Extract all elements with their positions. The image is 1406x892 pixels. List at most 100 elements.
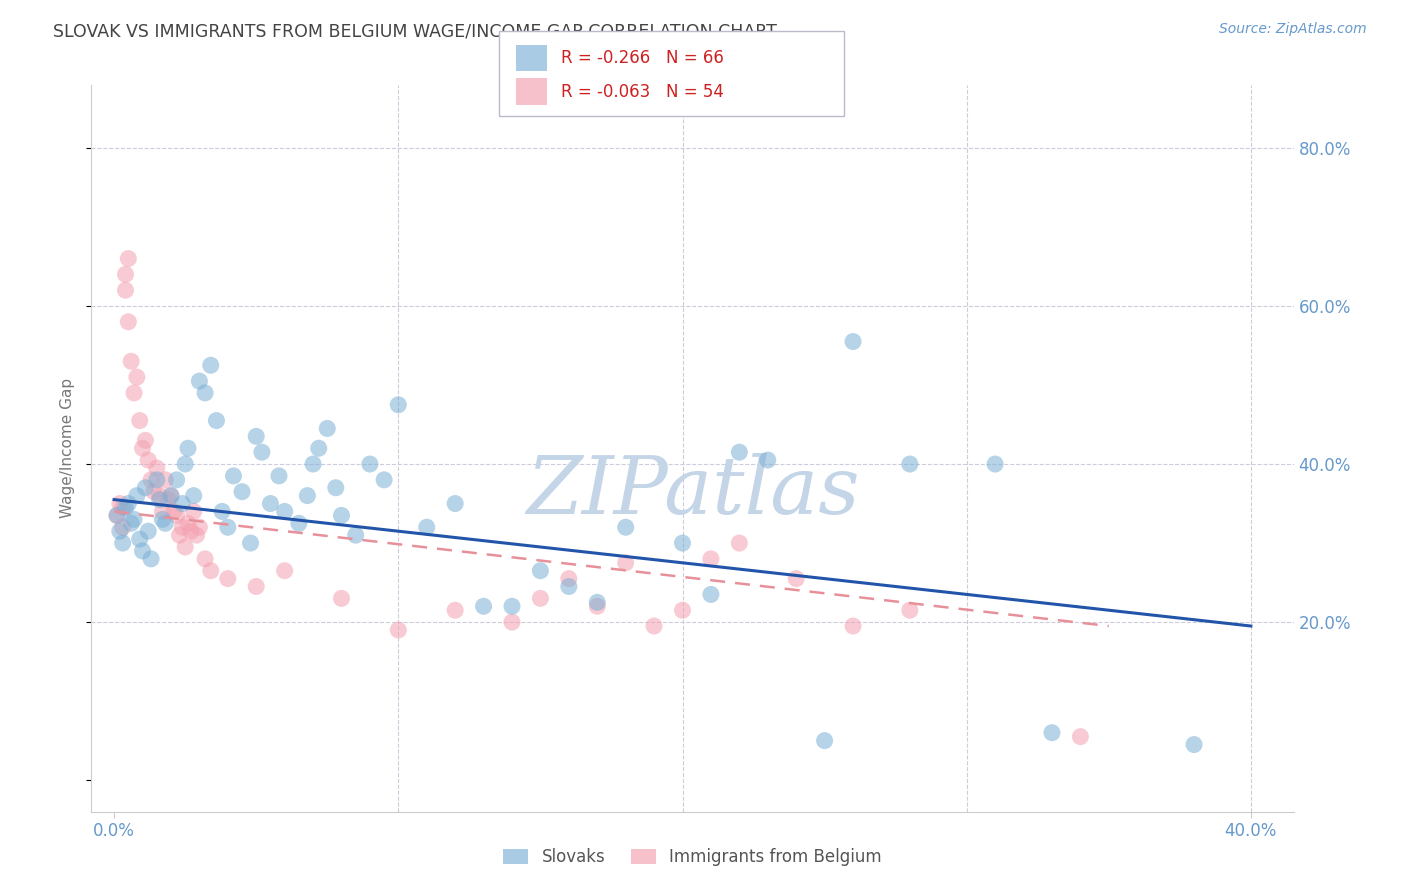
Point xyxy=(250,445,273,459)
Point xyxy=(183,489,205,503)
Point xyxy=(1040,725,1063,739)
Point xyxy=(387,398,409,412)
Point xyxy=(586,595,609,609)
Text: ZIPatlas: ZIPatlas xyxy=(526,453,859,531)
Point xyxy=(136,524,159,539)
Point xyxy=(671,603,693,617)
Point xyxy=(194,385,217,400)
Point xyxy=(501,599,523,614)
Point xyxy=(344,528,367,542)
Point xyxy=(186,528,208,542)
Point xyxy=(245,429,267,443)
Point xyxy=(200,564,222,578)
Point xyxy=(145,473,167,487)
Point xyxy=(302,457,325,471)
Point xyxy=(114,268,136,282)
Point xyxy=(180,524,202,539)
Point xyxy=(172,497,194,511)
Point xyxy=(125,489,148,503)
Point xyxy=(120,516,142,531)
Point xyxy=(174,540,197,554)
Point xyxy=(105,508,128,523)
Point xyxy=(558,572,581,586)
Point xyxy=(700,587,723,601)
Point xyxy=(359,457,381,471)
Point xyxy=(558,580,581,594)
Point xyxy=(152,512,174,526)
Point xyxy=(614,556,637,570)
Point xyxy=(111,520,134,534)
Point xyxy=(177,442,200,456)
Point xyxy=(149,492,172,507)
Point xyxy=(142,484,165,499)
Point xyxy=(308,442,330,456)
Point xyxy=(136,453,159,467)
Point xyxy=(160,489,183,503)
Legend: Slovaks, Immigrants from Belgium: Slovaks, Immigrants from Belgium xyxy=(496,841,889,872)
Point xyxy=(614,520,637,534)
Text: Source: ZipAtlas.com: Source: ZipAtlas.com xyxy=(1219,22,1367,37)
Point xyxy=(122,385,145,400)
Point xyxy=(166,508,188,523)
Point xyxy=(444,497,467,511)
Point xyxy=(330,508,353,523)
Point xyxy=(188,374,211,388)
Point xyxy=(172,520,194,534)
Point xyxy=(188,520,211,534)
Point xyxy=(898,457,921,471)
Point xyxy=(387,623,409,637)
Point xyxy=(114,500,136,515)
Point xyxy=(157,492,180,507)
Point xyxy=(671,536,693,550)
Point xyxy=(728,445,751,459)
Y-axis label: Wage/Income Gap: Wage/Income Gap xyxy=(60,378,76,518)
Point xyxy=(108,497,131,511)
Point xyxy=(114,283,136,297)
Point xyxy=(984,457,1007,471)
Point xyxy=(111,500,134,515)
Point xyxy=(166,473,188,487)
Point xyxy=(297,489,319,503)
Point xyxy=(128,413,150,427)
Point xyxy=(163,504,186,518)
Point xyxy=(217,572,239,586)
Point xyxy=(501,615,523,629)
Point xyxy=(267,469,290,483)
Point xyxy=(842,334,865,349)
Point xyxy=(239,536,262,550)
Point xyxy=(785,572,807,586)
Point xyxy=(898,603,921,617)
Point xyxy=(416,520,439,534)
Point xyxy=(273,564,295,578)
Point xyxy=(120,354,142,368)
Point xyxy=(217,520,239,534)
Point xyxy=(122,512,145,526)
Point xyxy=(155,516,177,531)
Point xyxy=(643,619,665,633)
Point xyxy=(174,457,197,471)
Point xyxy=(134,434,156,448)
Point xyxy=(288,516,311,531)
Point xyxy=(330,591,353,606)
Point xyxy=(139,473,162,487)
Point xyxy=(316,421,339,435)
Point xyxy=(131,442,153,456)
Point xyxy=(529,564,551,578)
Point xyxy=(245,580,267,594)
Point xyxy=(117,497,139,511)
Point xyxy=(149,489,172,503)
Point xyxy=(273,504,295,518)
Point xyxy=(586,599,609,614)
Point xyxy=(169,528,191,542)
Point xyxy=(222,469,245,483)
Text: SLOVAK VS IMMIGRANTS FROM BELGIUM WAGE/INCOME GAP CORRELATION CHART: SLOVAK VS IMMIGRANTS FROM BELGIUM WAGE/I… xyxy=(53,22,778,40)
Point xyxy=(325,481,347,495)
Point xyxy=(134,481,156,495)
Point xyxy=(200,358,222,372)
Point xyxy=(1182,738,1205,752)
Point xyxy=(183,504,205,518)
Point xyxy=(160,489,183,503)
Point xyxy=(1069,730,1091,744)
Point xyxy=(111,536,134,550)
Point xyxy=(177,516,200,531)
